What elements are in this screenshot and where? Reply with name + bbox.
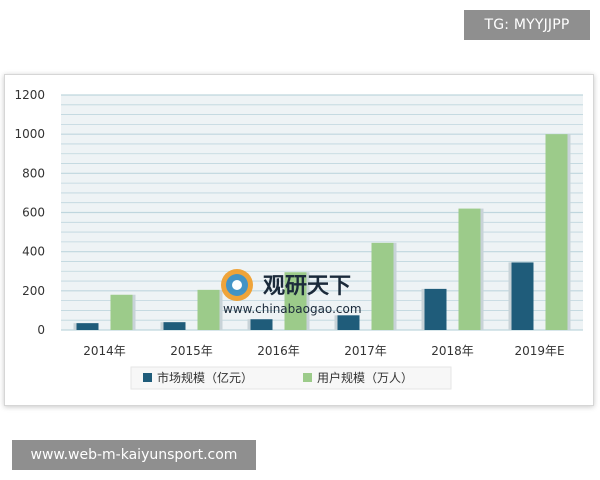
footer-url-badge[interactable]: www.web-m-kaiyunsport.com [12,440,256,470]
legend-swatch-users [303,373,312,382]
x-tick-label: 2015年 [170,344,213,358]
top-tag-badge: TG: MYYJJPP [464,10,590,40]
y-tick-label: 800 [22,166,45,180]
y-tick-label: 200 [22,284,45,298]
bar-chart: 0 200 400 600 800 1000 1200 2014年 2015年 2016年 2017… [14,88,583,390]
bar-shadow [508,262,512,330]
bar-market-size [424,288,447,330]
chart-card: 0 200 400 600 800 1000 1200 2014年 2015年 2016年 2017… [4,74,594,406]
bar-user-scale [458,208,481,330]
legend-box [130,366,452,390]
bar-shadow [132,294,136,330]
bar-market-size [511,262,534,330]
bar-shadow [334,315,338,330]
y-tick-label: 600 [22,206,45,220]
y-tick-label: 1000 [14,127,45,141]
bar-shadow [247,319,251,330]
y-tick-label: 1200 [14,88,45,102]
x-tick-label: 2014年 [83,344,126,358]
x-tick-label: 2016年 [257,344,300,358]
legend-label-users: 用户规模（万人） [317,370,413,385]
x-tick-label: 2018年 [431,344,474,358]
legend-swatch-market [143,373,152,382]
bar-user-scale [110,294,133,330]
y-tick-label: 0 [37,323,45,337]
bar-shadow [73,323,77,330]
x-tick-label: 2017年 [344,344,387,358]
bar-shadow [160,322,164,330]
bar-shadow [306,272,310,330]
footer-url-text[interactable]: www.web-m-kaiyunsport.com [30,447,238,463]
bar-user-scale [371,242,394,330]
x-tick-label: 2019年E [514,344,564,358]
top-tag-text: TG: MYYJJPP [484,17,570,33]
bar-market-size [250,319,273,330]
bar-shadow [480,208,484,330]
bar-shadow [567,134,571,330]
watermark-url: www.chinabaogao.com [223,302,362,316]
bar-user-scale [545,134,568,330]
bar-shadow [421,288,425,330]
watermark-name: 观研天下 [263,274,351,299]
bar-user-scale [197,289,220,330]
bar-market-size [337,315,360,330]
bar-shadow [393,242,397,330]
bar-market-size [76,323,99,330]
legend-label-market: 市场规模（亿元） [157,370,253,385]
watermark-logo-icon [221,269,253,301]
y-tick-label: 400 [22,245,45,259]
bar-market-size [163,322,186,330]
bar-shadow [219,289,223,330]
bar-user-scale [284,272,307,330]
